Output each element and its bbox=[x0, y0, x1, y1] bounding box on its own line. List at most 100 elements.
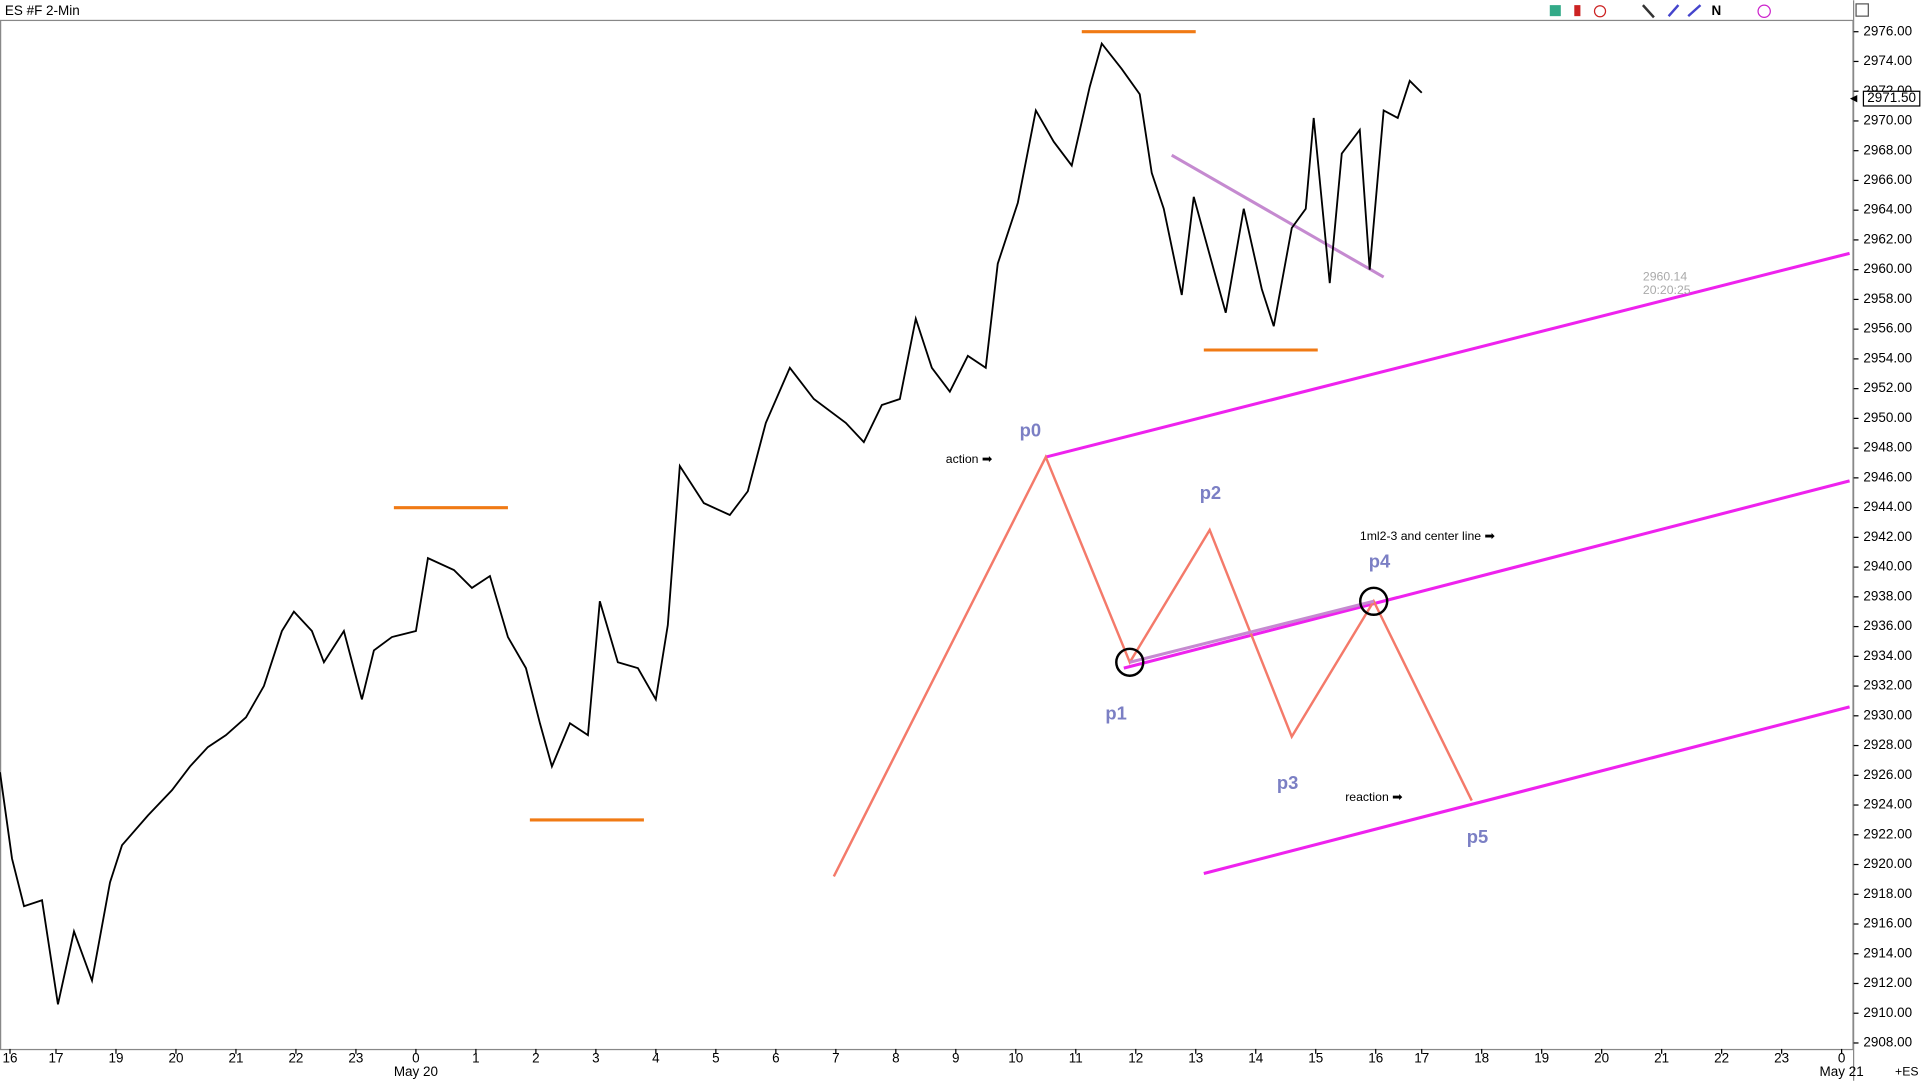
current-price-label: 2971.50 bbox=[1867, 90, 1916, 105]
y-tick-label: 2936.00 bbox=[1863, 618, 1912, 633]
y-tick-label: 2964.00 bbox=[1863, 202, 1912, 217]
y-tick-label: 2974.00 bbox=[1863, 53, 1912, 68]
tool-icon[interactable]: N bbox=[1712, 3, 1722, 18]
tool-icon[interactable] bbox=[1855, 3, 1869, 17]
x-tick-label: 4 bbox=[652, 1050, 660, 1065]
y-tick-label: 2912.00 bbox=[1863, 975, 1912, 990]
x-tick-label: 23 bbox=[1774, 1050, 1789, 1065]
current-price-arrow bbox=[1849, 94, 1858, 103]
annotation: reaction ➡ bbox=[1345, 790, 1402, 804]
y-tick-label: 2910.00 bbox=[1863, 1005, 1912, 1020]
y-tick-label: 2934.00 bbox=[1863, 648, 1912, 663]
x-tick-label: 17 bbox=[48, 1050, 63, 1065]
x-tick-label: 2 bbox=[532, 1050, 540, 1065]
y-tick-label: 2954.00 bbox=[1863, 350, 1912, 365]
cursor-price: 2960.14 bbox=[1643, 269, 1687, 283]
y-tick-label: 2938.00 bbox=[1863, 588, 1912, 603]
x-tick-label: 21 bbox=[228, 1050, 243, 1065]
point-label: p5 bbox=[1467, 826, 1488, 847]
x-tick-label: 23 bbox=[348, 1050, 363, 1065]
y-tick-label: 2968.00 bbox=[1863, 142, 1912, 157]
channel-line bbox=[1045, 251, 1850, 459]
pivot-circle bbox=[1115, 647, 1145, 677]
y-tick-label: 2966.00 bbox=[1863, 172, 1912, 187]
y-tick-label: 2926.00 bbox=[1863, 767, 1912, 782]
x-tick-label: 13 bbox=[1188, 1050, 1203, 1065]
x-tick-label: 0 bbox=[412, 1050, 420, 1065]
x-tick-label: 14 bbox=[1248, 1050, 1263, 1065]
x-tick-label: 20 bbox=[168, 1050, 183, 1065]
x-tick-label: 15 bbox=[1308, 1050, 1323, 1065]
y-tick-label: 2916.00 bbox=[1863, 916, 1912, 931]
x-tick-label: 1 bbox=[472, 1050, 480, 1065]
x-tick-label: 22 bbox=[1714, 1050, 1729, 1065]
y-tick-label: 2946.00 bbox=[1863, 469, 1912, 484]
y-tick-label: 2948.00 bbox=[1863, 440, 1912, 455]
price-line bbox=[0, 41, 1423, 1005]
y-tick-label: 2958.00 bbox=[1863, 291, 1912, 306]
x-tick-label: 0 bbox=[1838, 1050, 1846, 1065]
y-tick-label: 2928.00 bbox=[1863, 737, 1912, 752]
x-tick-label: 22 bbox=[288, 1050, 303, 1065]
chart-title: ES #F 2-Min bbox=[5, 3, 80, 18]
y-tick-label: 2956.00 bbox=[1863, 321, 1912, 336]
current-price-box bbox=[1862, 90, 1921, 107]
point-label: p3 bbox=[1277, 772, 1298, 793]
tool-icon[interactable] bbox=[1641, 4, 1655, 19]
y-tick-label: 2918.00 bbox=[1863, 886, 1912, 901]
x-tick-label: 9 bbox=[952, 1050, 960, 1065]
x-tick-label: 10 bbox=[1008, 1050, 1023, 1065]
tool-icon[interactable] bbox=[1593, 5, 1607, 18]
point-label: p2 bbox=[1200, 482, 1221, 503]
trend-line bbox=[1170, 153, 1385, 279]
x-tick-label: 18 bbox=[1474, 1050, 1489, 1065]
y-tick-label: 2924.00 bbox=[1863, 797, 1912, 812]
cursor-time: 20:20:25 bbox=[1643, 283, 1691, 297]
y-tick-label: 2908.00 bbox=[1863, 1035, 1912, 1050]
point-label: p1 bbox=[1105, 702, 1126, 723]
date-label: May 20 bbox=[394, 1064, 438, 1079]
x-tick-label: 3 bbox=[592, 1050, 600, 1065]
x-tick-label: 8 bbox=[892, 1050, 900, 1065]
tool-icon[interactable] bbox=[1549, 5, 1561, 17]
y-tick-label: 2922.00 bbox=[1863, 826, 1912, 841]
x-tick-label: 5 bbox=[712, 1050, 720, 1065]
x-tick-label: 20 bbox=[1594, 1050, 1609, 1065]
tool-icon[interactable] bbox=[1687, 4, 1702, 18]
y-tick-label: 2960.00 bbox=[1863, 261, 1912, 276]
annotation: 1ml2-3 and center line ➡ bbox=[1360, 529, 1495, 543]
channel-line bbox=[1203, 705, 1850, 875]
toolbar[interactable]: N bbox=[1549, 3, 1869, 19]
tool-icon[interactable] bbox=[1757, 4, 1771, 18]
y-tick-label: 2942.00 bbox=[1863, 529, 1912, 544]
symbol-tag: +ES bbox=[1895, 1064, 1919, 1078]
y-tick-label: 2970.00 bbox=[1863, 113, 1912, 128]
trend-line bbox=[1129, 599, 1375, 664]
x-tick-label: 21 bbox=[1654, 1050, 1669, 1065]
y-tick-label: 2914.00 bbox=[1863, 945, 1912, 960]
y-tick-label: 2932.00 bbox=[1863, 678, 1912, 693]
annotation: action ➡ bbox=[946, 452, 992, 466]
y-tick-label: 2962.00 bbox=[1863, 231, 1912, 246]
point-label: p4 bbox=[1369, 550, 1391, 571]
x-tick-label: 16 bbox=[3, 1050, 18, 1065]
channel-line bbox=[1123, 479, 1850, 670]
tool-icon[interactable] bbox=[1667, 4, 1680, 17]
tool-icon[interactable] bbox=[1574, 5, 1581, 17]
x-tick-label: 17 bbox=[1414, 1050, 1429, 1065]
y-tick-label: 2944.00 bbox=[1863, 499, 1912, 514]
y-tick-label: 2920.00 bbox=[1863, 856, 1912, 871]
x-tick-label: 7 bbox=[832, 1050, 840, 1065]
pivot-circle bbox=[1359, 586, 1389, 616]
y-tick-label: 2952.00 bbox=[1863, 380, 1912, 395]
x-tick-label: 19 bbox=[108, 1050, 123, 1065]
y-tick-label: 2940.00 bbox=[1863, 559, 1912, 574]
x-tick-label: 6 bbox=[772, 1050, 780, 1065]
x-tick-label: 19 bbox=[1534, 1050, 1549, 1065]
x-tick-label: 16 bbox=[1368, 1050, 1383, 1065]
y-tick-label: 2950.00 bbox=[1863, 410, 1912, 425]
date-label: May 21 bbox=[1820, 1064, 1864, 1079]
